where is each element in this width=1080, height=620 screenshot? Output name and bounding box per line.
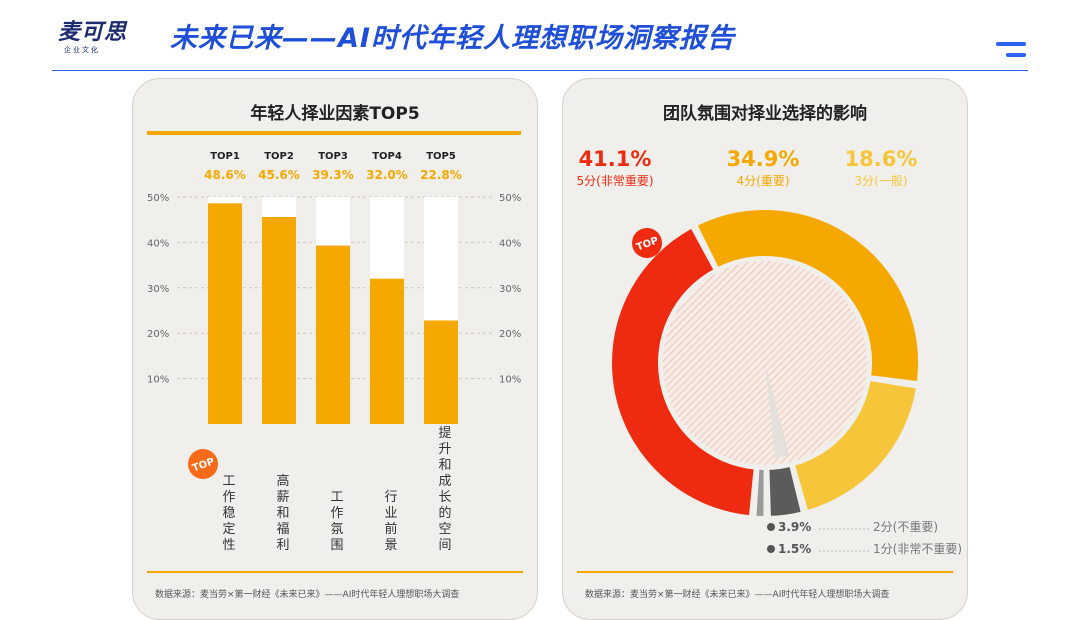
legend-dot xyxy=(767,523,775,531)
bar-value-label: 45.6% xyxy=(258,168,300,182)
y-tick-label-right: 20% xyxy=(499,329,521,340)
donut-chart-card: 团队氛围对择业选择的影响 41.1% 5分(非常重要) 34.9% 4分(重要) 18.… xyxy=(562,78,968,620)
y-tick-label-right: 50% xyxy=(499,193,521,204)
y-tick-label: 40% xyxy=(147,238,169,249)
bar-rank-label: TOP5 xyxy=(426,151,456,162)
bar-rank-label: TOP3 xyxy=(318,151,348,162)
bar xyxy=(370,278,404,424)
donut-chart-source: 数据来源：麦当劳×第一财经《未来已来》——AI时代年轻人理想职场大调查 xyxy=(585,590,890,600)
top-badge xyxy=(632,228,662,258)
donut-chart-title: 团队氛围对择业选择的影响 xyxy=(663,104,867,124)
slice-value-label: 1.5% xyxy=(778,542,811,556)
y-tick-label-right: 10% xyxy=(499,375,521,386)
brand-logo: 麦可思 企业文化 xyxy=(58,14,158,58)
bar-chart-source: 数据来源：麦当劳×第一财经《未来已来》——AI时代年轻人理想职场大调查 xyxy=(155,590,460,600)
bar xyxy=(316,245,350,424)
donut-slice xyxy=(792,378,919,513)
y-tick-label: 30% xyxy=(147,284,169,295)
bar-chart-card: 年轻人择业因素TOP5 10% 10% 20% 20% 30% 30% 40% 40% 50% 5… xyxy=(132,78,538,620)
slice-value-label: 18.6% xyxy=(845,147,918,171)
bar-chart-title: 年轻人择业因素TOP5 xyxy=(250,104,420,124)
y-tick-label: 10% xyxy=(147,375,169,386)
title-rule xyxy=(147,131,521,135)
slide-header: 麦可思 企业文化 未来已来——AI时代年轻人理想职场洞察报告 xyxy=(0,0,1080,72)
bar-category-label: 行业前景 xyxy=(384,490,397,553)
slice-value-label: 41.1% xyxy=(579,147,652,171)
bar-category-label: 提升和成长的空间 xyxy=(438,425,451,553)
slice-legend-label: 4分(重要) xyxy=(737,174,790,188)
logo-text: 麦可思 xyxy=(58,20,128,45)
bar-category-label: 高薪和福利 xyxy=(276,473,289,553)
donut-chart: 41.1%5分(非常重要)34.9%4分(重要)18.6%3分(一般)TOP3.… xyxy=(577,147,962,573)
bar-chart: 10% 10% 20% 20% 30% 30% 40% 40% 50% 50% TOP1 48.6% 工… xyxy=(147,131,523,573)
bar-category-label: 工作稳定性 xyxy=(222,474,235,553)
legend-dot xyxy=(767,545,775,553)
bar-category-label: 工作氛围 xyxy=(330,490,343,553)
donut-slice xyxy=(610,226,756,518)
menu-icon[interactable] xyxy=(996,42,1026,62)
source-rule xyxy=(147,571,523,573)
logo-subtext: 企业文化 xyxy=(64,46,100,54)
bar-value-label: 48.6% xyxy=(204,168,246,182)
source-rule xyxy=(577,571,953,573)
donut-slice xyxy=(695,208,920,384)
bar xyxy=(208,203,242,424)
donut-slice xyxy=(767,464,804,518)
slice-legend-label: 1分(非常不重要) xyxy=(873,542,962,556)
bar xyxy=(424,320,458,424)
slice-legend-label: 5分(非常重要) xyxy=(577,174,654,188)
y-tick-label: 50% xyxy=(147,193,169,204)
slice-value-label: 3.9% xyxy=(778,520,811,534)
bar-value-label: 22.8% xyxy=(420,168,462,182)
donut-center-pointer xyxy=(765,363,789,459)
slice-value-label: 34.9% xyxy=(727,147,800,171)
bar-rank-label: TOP4 xyxy=(372,151,402,162)
top-badge xyxy=(188,449,218,479)
bar-value-label: 32.0% xyxy=(366,168,408,182)
y-tick-label: 20% xyxy=(147,329,169,340)
y-tick-label-right: 30% xyxy=(499,284,521,295)
header-divider xyxy=(52,70,1028,71)
slice-legend-label: 2分(不重要) xyxy=(873,520,938,534)
bar-rank-label: TOP2 xyxy=(264,151,294,162)
y-tick-label-right: 40% xyxy=(499,238,521,249)
bar-rank-label: TOP1 xyxy=(210,151,240,162)
bar-value-label: 39.3% xyxy=(312,168,354,182)
page-title: 未来已来——AI时代年轻人理想职场洞察报告 xyxy=(170,23,735,54)
bar xyxy=(262,216,296,424)
donut-slice xyxy=(754,467,766,519)
slice-legend-label: 3分(一般) xyxy=(855,173,908,188)
